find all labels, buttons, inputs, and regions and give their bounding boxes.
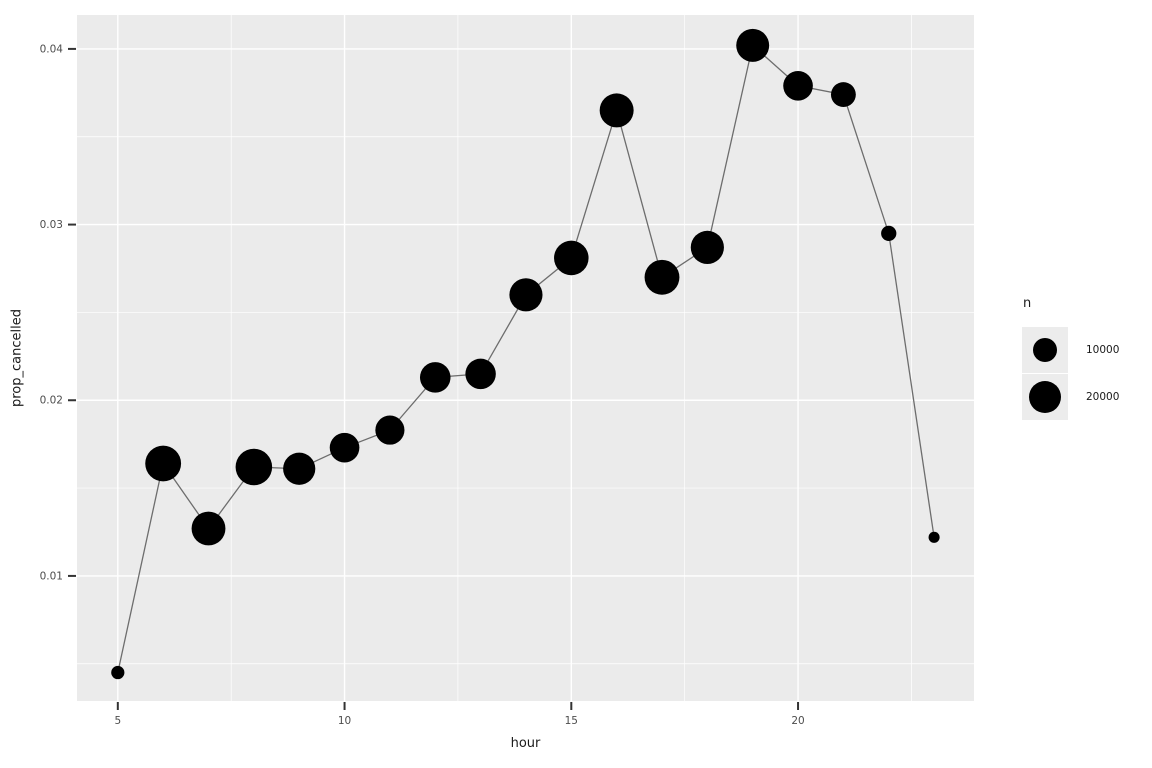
data-point	[644, 259, 680, 295]
legend-bubble-icon	[1033, 338, 1057, 362]
legend-bubble	[1033, 338, 1057, 362]
data-point	[375, 415, 405, 445]
x-tick-label: 5	[114, 715, 121, 727]
legend-label: 10000	[1086, 344, 1120, 356]
y-tick-label: 0.03	[40, 219, 63, 231]
legend-bubble-icon	[1028, 380, 1062, 414]
legend-swatch	[1022, 374, 1068, 420]
data-point	[881, 225, 897, 241]
data-point	[465, 358, 496, 390]
data-point	[783, 70, 813, 101]
x-axis-title: hour	[510, 736, 541, 751]
data-point	[509, 278, 543, 312]
data-point	[329, 432, 360, 463]
data-point	[419, 362, 451, 393]
y-tick-label: 0.02	[40, 395, 63, 407]
data-point	[191, 511, 226, 546]
data-point	[736, 28, 770, 62]
legend-title: n	[1023, 296, 1032, 311]
data-point	[111, 665, 125, 680]
legend-key: 20000	[1022, 374, 1119, 420]
x-tick-label: 20	[791, 715, 804, 727]
x-tick-label: 15	[565, 715, 578, 727]
legend-keys: 10000 20000	[1022, 327, 1119, 420]
y-axis-title: prop_cancelled	[9, 309, 25, 407]
legend-bubble	[1028, 380, 1062, 414]
plot-panel	[77, 15, 974, 701]
data-point	[283, 452, 316, 485]
data-point	[235, 448, 273, 486]
data-point	[830, 82, 856, 108]
legend: n 10000 20000	[1022, 296, 1119, 420]
x-tick-label: 10	[338, 715, 351, 727]
y-tick-label: 0.01	[40, 570, 63, 582]
data-point	[690, 230, 724, 265]
y-tick-label: 0.04	[40, 43, 64, 55]
data-point	[928, 531, 940, 543]
legend-key: 10000	[1022, 327, 1119, 373]
legend-swatch	[1022, 327, 1068, 373]
data-point	[599, 93, 634, 128]
data-point	[554, 240, 589, 276]
legend-label: 20000	[1086, 391, 1120, 403]
data-point	[145, 445, 182, 482]
